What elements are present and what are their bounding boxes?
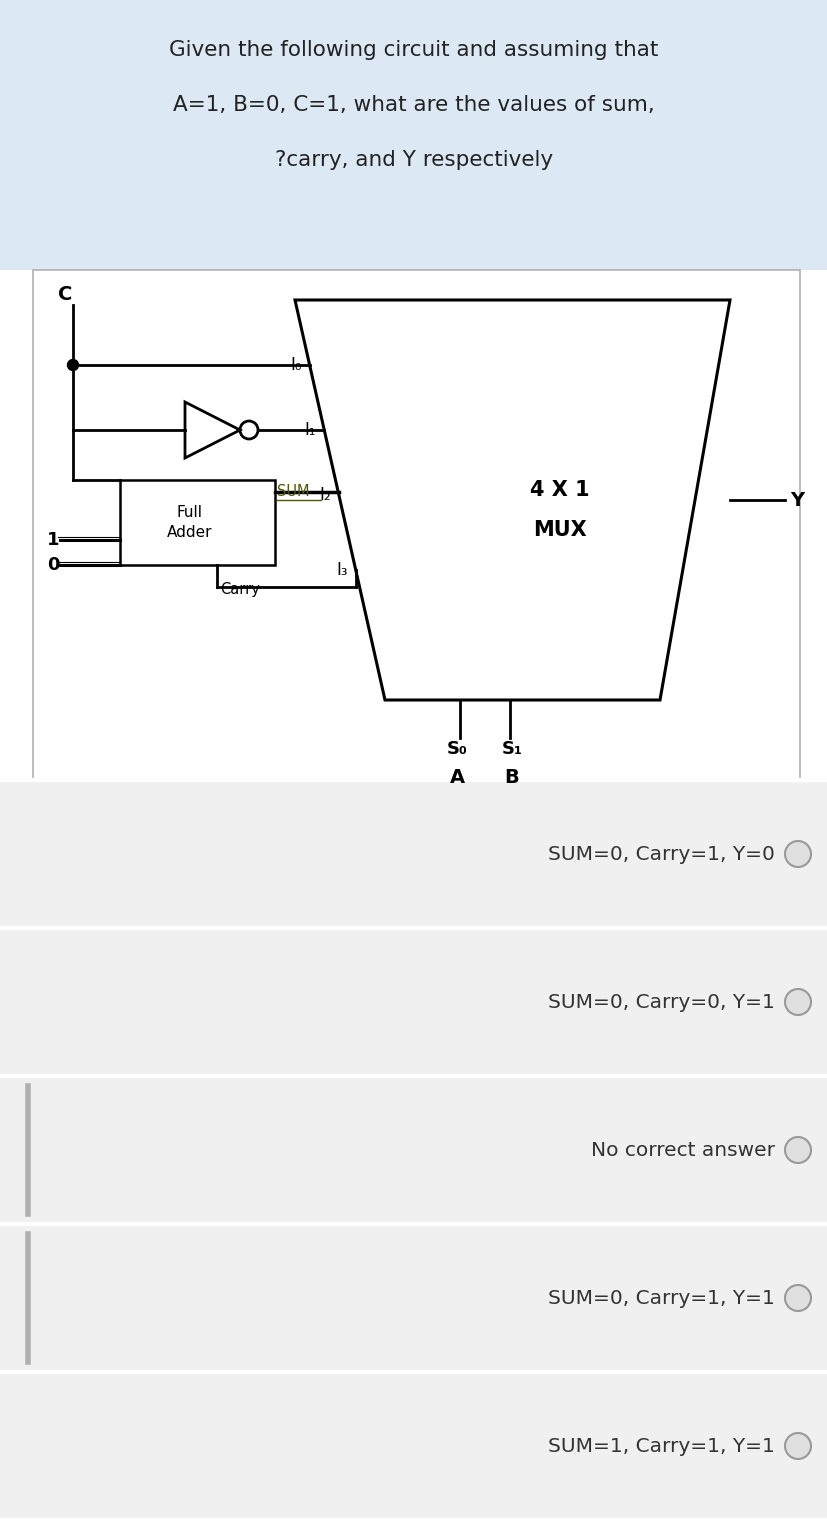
Text: SUM=0, Carry=0, Y=1: SUM=0, Carry=0, Y=1 — [547, 993, 774, 1011]
Bar — [0, 1372, 827, 1519]
Circle shape — [68, 359, 79, 371]
Bar — [0, 928, 827, 1075]
Text: B: B — [504, 768, 519, 786]
Text: MUX: MUX — [533, 520, 586, 540]
Text: SUM=1, Carry=1, Y=1: SUM=1, Carry=1, Y=1 — [547, 1436, 774, 1456]
Text: S₁: S₁ — [501, 741, 522, 757]
Text: 1: 1 — [47, 531, 60, 549]
Text: S₀: S₀ — [446, 741, 467, 757]
Text: I₂: I₂ — [319, 487, 331, 503]
Circle shape — [784, 989, 810, 1015]
Text: I₁: I₁ — [304, 421, 316, 440]
Text: SUM=0, Carry=1, Y=1: SUM=0, Carry=1, Y=1 — [547, 1288, 774, 1308]
Circle shape — [784, 841, 810, 867]
Text: SUM: SUM — [277, 484, 309, 499]
Bar — [120, 481, 275, 564]
Text: C: C — [58, 286, 72, 304]
Bar — [0, 1224, 827, 1372]
Text: 4 X 1: 4 X 1 — [529, 481, 589, 500]
Text: Carry: Carry — [220, 583, 260, 598]
Text: SUM=0, Carry=1, Y=0: SUM=0, Carry=1, Y=0 — [547, 844, 774, 864]
Text: I₀: I₀ — [289, 356, 301, 374]
Text: No correct answer: No correct answer — [590, 1141, 774, 1159]
Circle shape — [784, 1285, 810, 1311]
Text: ?carry, and Y respectively: ?carry, and Y respectively — [275, 151, 552, 170]
Text: Y: Y — [789, 490, 803, 510]
Bar — [0, 780, 827, 928]
Text: Adder: Adder — [166, 525, 212, 540]
Text: A: A — [449, 768, 464, 786]
Bar — [33, 271, 799, 780]
Bar — [0, 0, 827, 271]
Circle shape — [784, 1138, 810, 1164]
Text: A=1, B=0, C=1, what are the values of sum,: A=1, B=0, C=1, what are the values of su… — [173, 94, 654, 116]
Text: Given the following circuit and assuming that: Given the following circuit and assuming… — [169, 40, 658, 59]
Circle shape — [784, 1433, 810, 1459]
Text: Full: Full — [176, 505, 203, 520]
Text: I₃: I₃ — [336, 561, 347, 580]
Bar — [0, 1075, 827, 1224]
Text: 0: 0 — [47, 557, 60, 573]
